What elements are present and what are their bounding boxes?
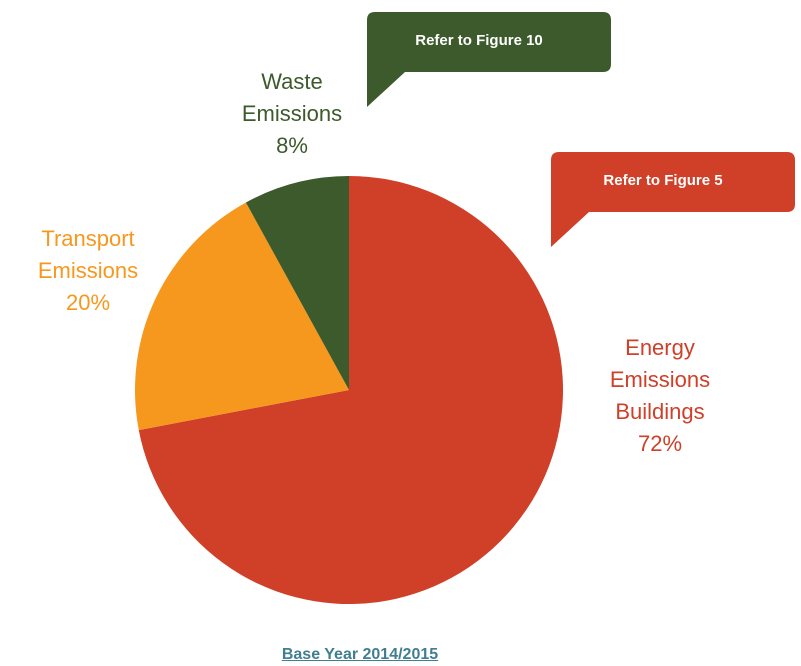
callout-text: Refer to Figure 5 [603, 172, 723, 189]
callout-text: Refer to Figure 10 [415, 32, 543, 49]
category-label: Transport Emissions [37, 226, 139, 283]
value-label: 72% [637, 431, 683, 456]
callout-bubble [551, 152, 795, 247]
slice-label: Transport Emissions 20% [38, 223, 138, 319]
category-label: Energy Emissions Buildings [609, 335, 711, 424]
pie-slice [135, 202, 349, 431]
value-label: 8% [276, 133, 308, 158]
chart-title: Base Year 2014/2015 [281, 646, 439, 663]
pie-slice [245, 176, 349, 390]
pie-slice [138, 176, 563, 604]
category-label: Waste Emissions [241, 69, 343, 126]
slice-label: Waste Emissions 8% [242, 66, 342, 162]
slice-label: Energy Emissions Buildings 72% [610, 332, 710, 460]
callout-bubble [367, 12, 611, 107]
value-label: 20% [65, 290, 111, 315]
